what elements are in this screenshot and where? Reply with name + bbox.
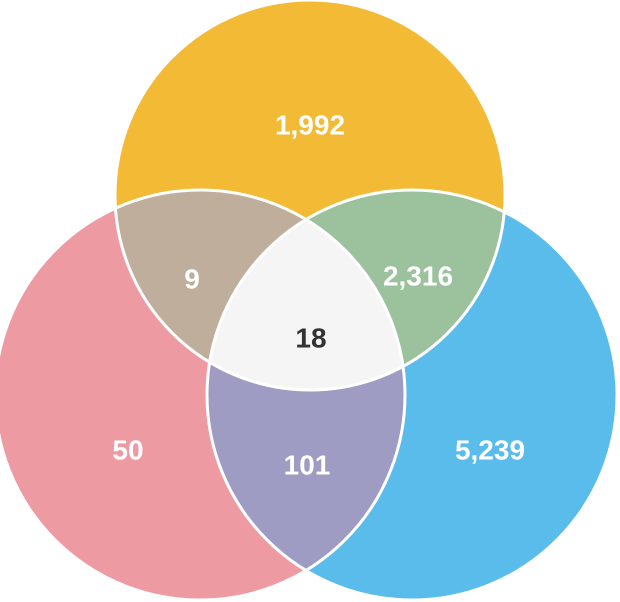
outline-right bbox=[205, 188, 619, 602]
count-top-right: 2,316 bbox=[383, 260, 453, 291]
count-all-three: 18 bbox=[295, 322, 326, 353]
intersection-all-three bbox=[207, 190, 405, 390]
count-top-left: 9 bbox=[184, 263, 200, 294]
count-left-only: 50 bbox=[112, 434, 143, 465]
count-top-only: 1,992 bbox=[275, 109, 345, 140]
count-right-only: 5,239 bbox=[455, 434, 525, 465]
outline-top bbox=[113, 0, 507, 392]
outline-left bbox=[0, 188, 407, 602]
count-left-right: 101 bbox=[284, 449, 331, 480]
